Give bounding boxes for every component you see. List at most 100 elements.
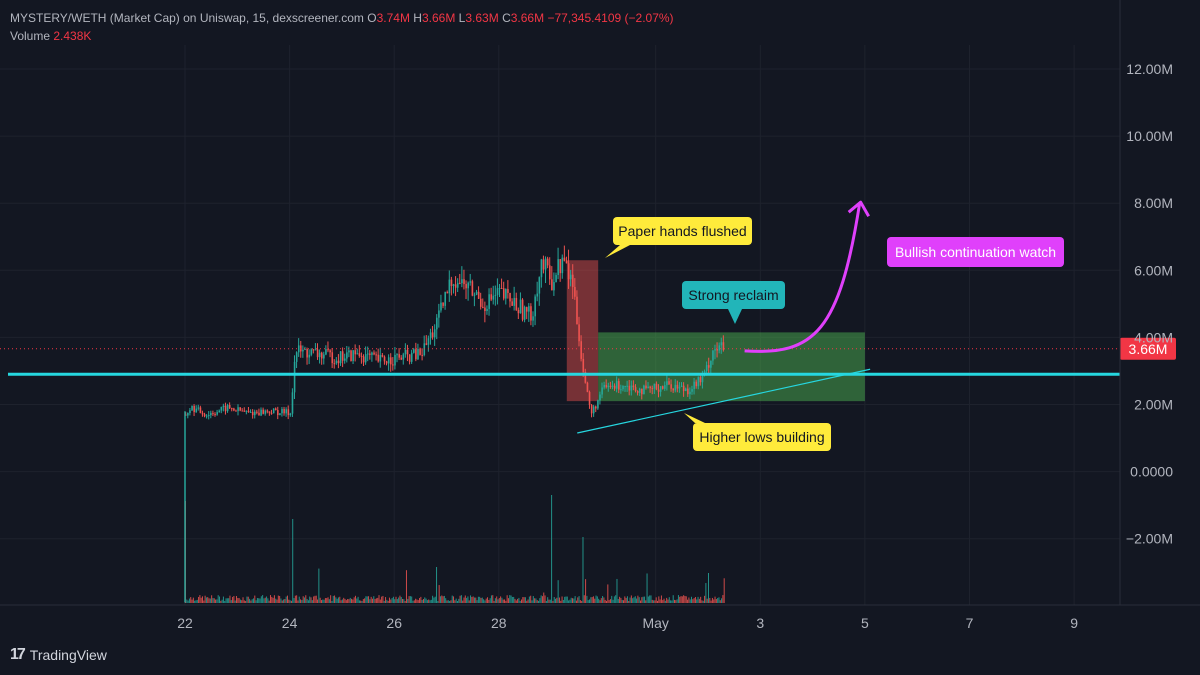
volume-bar	[200, 597, 202, 603]
candle-body	[538, 277, 541, 294]
volume-bar	[569, 599, 571, 603]
volume-bar	[493, 600, 495, 603]
candle-body	[251, 411, 254, 416]
candle-body	[645, 385, 647, 389]
candle-body	[553, 282, 555, 291]
volume-bar	[662, 600, 664, 603]
volume-bar	[479, 596, 481, 603]
candle-body	[262, 409, 265, 414]
volume-bar	[439, 596, 441, 603]
volume-bar	[645, 600, 647, 603]
candle-body	[398, 354, 400, 358]
candle-body	[609, 385, 612, 387]
volume-bar	[302, 596, 304, 603]
candle-body	[557, 259, 559, 276]
candle-body	[544, 258, 547, 270]
volume-bar	[422, 599, 424, 603]
candle-body	[360, 356, 363, 358]
tradingview-logo[interactable]: 17 TradingView	[10, 646, 107, 664]
volume-bar	[702, 600, 704, 603]
candle-body	[425, 343, 428, 345]
volume-bar	[327, 597, 329, 603]
volume-bar	[411, 596, 413, 603]
candle-body	[563, 257, 566, 261]
candle-body	[433, 329, 436, 338]
paper-hands-callout-box	[613, 217, 752, 245]
x-tick-label: May	[642, 615, 668, 631]
candle-body	[281, 408, 283, 414]
volume-bar	[213, 598, 215, 603]
volume-bar	[279, 596, 281, 603]
candle-body	[381, 355, 384, 357]
volume-bar	[263, 598, 265, 603]
candle-body	[356, 353, 359, 355]
volume-bar	[466, 597, 468, 603]
volume-bar	[536, 600, 538, 603]
higher-lows-trendline	[577, 368, 871, 434]
volume-bar	[258, 598, 260, 603]
candle-body	[528, 306, 530, 312]
volume-bar	[630, 595, 632, 603]
tradingview-label: TradingView	[29, 647, 107, 663]
candle-body	[375, 354, 377, 356]
volume-bar	[317, 599, 319, 603]
volume-bar	[336, 598, 338, 603]
volume-bar	[458, 598, 460, 603]
volume-bar	[579, 600, 581, 603]
close-value: 3.66M	[510, 11, 545, 25]
candle-body	[697, 377, 700, 387]
volume-bar	[320, 600, 322, 603]
volume-bar	[369, 599, 371, 603]
candle-body	[574, 286, 576, 297]
volume-bar	[269, 595, 271, 603]
volume-bar	[710, 600, 712, 603]
volume-bar	[428, 599, 430, 603]
candle-body	[318, 352, 321, 358]
candle-body	[494, 294, 497, 296]
high-label: H	[413, 11, 422, 25]
candle-body	[329, 350, 331, 353]
volume-bar	[629, 597, 631, 603]
volume-bar	[613, 596, 615, 603]
candle-body	[187, 412, 189, 416]
volume-bar	[603, 597, 605, 603]
volume-bar	[583, 595, 585, 603]
volume-bar	[383, 600, 385, 603]
volume-bar	[434, 596, 436, 603]
volume-bar	[216, 599, 218, 603]
volume-bar	[663, 598, 665, 603]
x-tick-label: 26	[386, 615, 402, 631]
volume-bar	[293, 598, 295, 603]
candle-body	[584, 371, 587, 383]
candle-body	[670, 384, 672, 389]
volume-bar	[252, 598, 254, 603]
volume-bar	[399, 595, 401, 603]
candle-body	[379, 355, 382, 362]
volume-bar	[212, 598, 214, 603]
volume-bar	[413, 600, 415, 603]
volume-bar	[195, 600, 197, 603]
candle-body	[228, 405, 231, 409]
volume-bar	[592, 596, 594, 603]
volume-bar	[396, 599, 398, 603]
volume-bar	[337, 597, 339, 603]
candle-body	[210, 413, 212, 416]
candle-body	[226, 405, 229, 412]
close-label: C	[502, 11, 511, 25]
volume-bar	[472, 596, 474, 603]
volume-bar	[653, 600, 655, 603]
volume-bar	[650, 595, 652, 603]
volume-bar	[385, 597, 387, 603]
volume-bar	[204, 595, 206, 603]
volume-bar	[441, 595, 443, 603]
candle-body	[218, 410, 221, 413]
volume-bar	[313, 596, 315, 603]
candle-body	[657, 389, 660, 392]
volume-bar	[709, 597, 711, 603]
volume-bar	[556, 597, 558, 603]
chart-header: MYSTERY/WETH (Market Cap) on Uniswap, 15…	[10, 11, 674, 25]
volume-bar	[612, 599, 614, 603]
volume-bar	[496, 596, 498, 603]
candle-body	[185, 414, 187, 416]
